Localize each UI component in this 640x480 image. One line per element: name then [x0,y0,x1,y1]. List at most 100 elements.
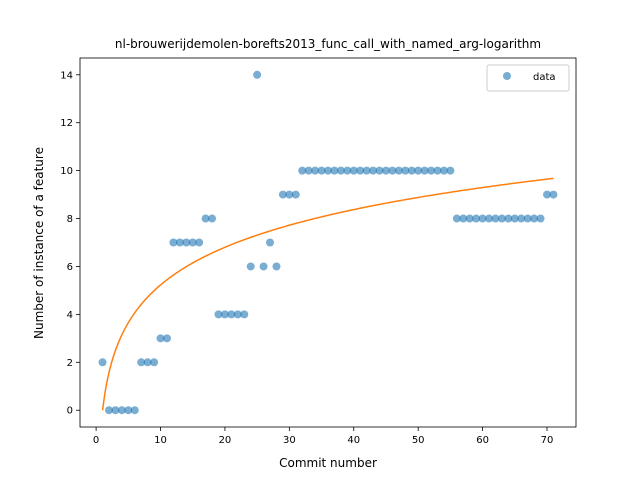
data-point [162,334,171,343]
data-point [266,238,275,247]
legend-marker-data [503,72,511,80]
fit-line-layer [101,177,554,411]
data-point [420,166,429,175]
y-tick-label: 8 [67,214,73,225]
data-point [330,166,339,175]
data-point [291,190,300,199]
data-point [485,214,494,223]
plot-area [79,57,577,428]
data-point [349,166,358,175]
data-point [446,166,455,175]
data-point [356,166,365,175]
data-point [124,406,133,415]
data-point [510,214,519,223]
data-point [549,190,558,199]
data-point [220,310,229,319]
x-tick-label: 30 [283,435,296,446]
data-point [478,214,487,223]
data-point [427,166,436,175]
x-tick-label: 20 [219,435,232,446]
data-point [536,214,545,223]
axes-frame [79,57,577,428]
data-point [375,166,384,175]
data-point [336,166,345,175]
data-point [311,166,320,175]
data-point [175,238,184,247]
data-point [98,358,107,367]
legend-box [486,64,570,92]
data-point [304,166,313,175]
x-tick-label: 40 [347,435,360,446]
data-point [111,406,120,415]
data-point [504,214,513,223]
data-point [246,262,255,271]
y-tick-label: 14 [60,70,73,81]
data-point [272,262,281,271]
data-point [278,190,287,199]
data-point [433,166,442,175]
data-point [472,214,481,223]
data-point [298,166,307,175]
data-point [117,406,126,415]
y-tick-label: 0 [67,406,73,417]
x-tick-label: 0 [93,435,99,446]
legend: data [486,64,570,92]
data-point [523,214,532,223]
data-point [259,262,268,271]
data-point [491,214,500,223]
y-axis-label: Number of instance of a feature [32,147,46,339]
data-point [452,214,461,223]
data-point [381,166,390,175]
data-point [407,166,416,175]
data-point [143,358,152,367]
x-tick-label: 60 [476,435,489,446]
data-point [150,358,159,367]
data-point [156,334,165,343]
data-point [104,406,113,415]
data-point [394,166,403,175]
x-tick-label: 10 [154,435,167,446]
data-point [130,406,139,415]
data-point [182,238,191,247]
x-axis-label: Commit number [279,456,377,470]
data-point [497,214,506,223]
y-tick-label: 2 [67,358,73,369]
data-point [195,238,204,247]
data-point [530,214,539,223]
y-tick-label: 6 [67,262,73,273]
data-point [324,166,332,175]
fit-line [101,177,554,411]
data-point [459,214,468,223]
y-tick-label: 12 [60,118,73,129]
x-tick-label: 70 [541,435,554,446]
data-point [137,358,146,367]
data-point [465,214,474,223]
data-point [233,310,242,319]
data-point [317,166,326,175]
legend-label-data: data [533,72,556,83]
data-point [253,70,262,79]
data-point [343,166,352,175]
data-point [439,166,448,175]
data-point [414,166,423,175]
data-point [285,190,294,199]
chart-title: nl-brouwerijdemolen-borefts2013_func_cal… [115,37,541,51]
data-point [214,310,223,319]
data-point [401,166,410,175]
data-point [188,238,197,247]
data-point [543,190,552,199]
data-point [362,166,371,175]
data-point [208,214,217,223]
data-points-layer [98,70,558,415]
x-axis: 0 10 20 30 40 50 60 70 [93,427,553,446]
x-tick-label: 50 [412,435,425,446]
data-point [201,214,210,223]
data-point [169,238,178,247]
data-point [388,166,397,175]
data-point [240,310,249,319]
y-tick-label: 4 [67,310,73,321]
y-axis: 0 2 4 6 8 10 12 14 [60,70,80,417]
y-tick-label: 10 [60,166,73,177]
data-point [369,166,378,175]
